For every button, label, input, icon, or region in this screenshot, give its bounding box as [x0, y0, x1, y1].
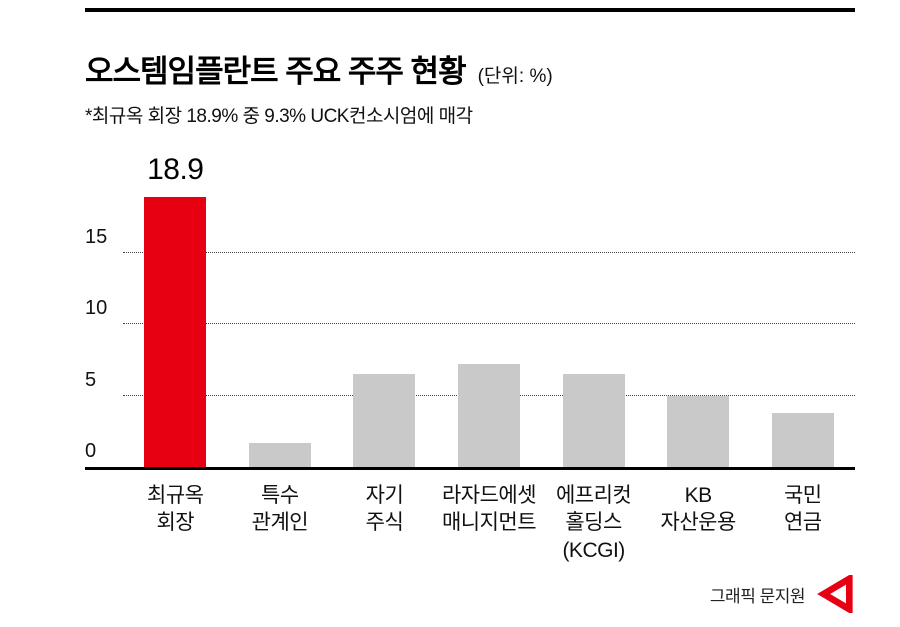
bar — [248, 442, 311, 467]
bars-container: 18.9 — [123, 153, 855, 467]
chart-title-row: 오스템임플란트 주요 주주 현황 (단위: %) — [85, 46, 855, 91]
chart-title: 오스템임플란트 주요 주주 현황 — [85, 54, 467, 89]
x-axis-label: KB 자산운용 — [660, 484, 737, 535]
bar — [562, 374, 625, 467]
x-axis-label: 최규옥 회장 — [147, 484, 204, 535]
plot-wrapper: 0 5 10 15 18.9 — [85, 153, 855, 470]
y-tick-label: 5 — [85, 368, 97, 391]
unit-label: (단위: %) — [477, 66, 553, 87]
bar — [667, 395, 730, 467]
x-axis-labels: 최규옥 회장 특수 관계인 자기 주식 라자드에셋 매니지먼트 에프리컷 홀딩스 (KC… — [123, 482, 855, 564]
chart-subtitle: *최규옥 회장 18.9% 중 9.3% UCK컨소시엄에 매각 — [85, 106, 473, 127]
bar-column — [228, 190, 333, 467]
bar — [458, 364, 521, 467]
gridline — [123, 251, 855, 253]
bar-value-label: 18.9 — [147, 153, 204, 186]
bar-column — [437, 190, 542, 467]
x-axis-label: 자기 주식 — [365, 484, 404, 535]
bar — [353, 374, 416, 467]
bar — [771, 412, 834, 467]
bar-column — [332, 190, 437, 467]
credit: 그래픽 문지원 — [710, 575, 855, 613]
credit-text: 그래픽 문지원 — [709, 586, 806, 606]
gridline — [123, 323, 855, 325]
bar-highlighted — [144, 197, 207, 467]
y-tick-label: 15 — [85, 225, 108, 248]
bar-column — [646, 190, 751, 467]
bar-column — [541, 190, 646, 467]
x-axis-label: 국민 연금 — [783, 484, 822, 535]
bar-column — [750, 190, 855, 467]
publisher-logo-icon — [817, 575, 853, 613]
top-rule — [85, 8, 855, 12]
y-tick-label: 0 — [85, 440, 97, 462]
bar-column: 18.9 — [123, 153, 228, 467]
x-axis-label: 특수 관계인 — [251, 484, 309, 535]
y-tick-label: 10 — [85, 297, 108, 320]
plot-area: 18.9 — [123, 153, 855, 467]
x-axis-label: 에프리컷 홀딩스 (KCGI) — [555, 484, 632, 562]
bar-chart: 0 5 10 15 18.9 최규옥 회장 특수 관계인 자기 주식 라자드에셋 매니지먼트… — [85, 153, 855, 564]
x-axis-label: 라자드에셋 매니지먼트 — [441, 484, 537, 535]
infographic: 오스템임플란트 주요 주주 현황 (단위: %) *최규옥 회장 18.9% 중… — [85, 8, 855, 627]
